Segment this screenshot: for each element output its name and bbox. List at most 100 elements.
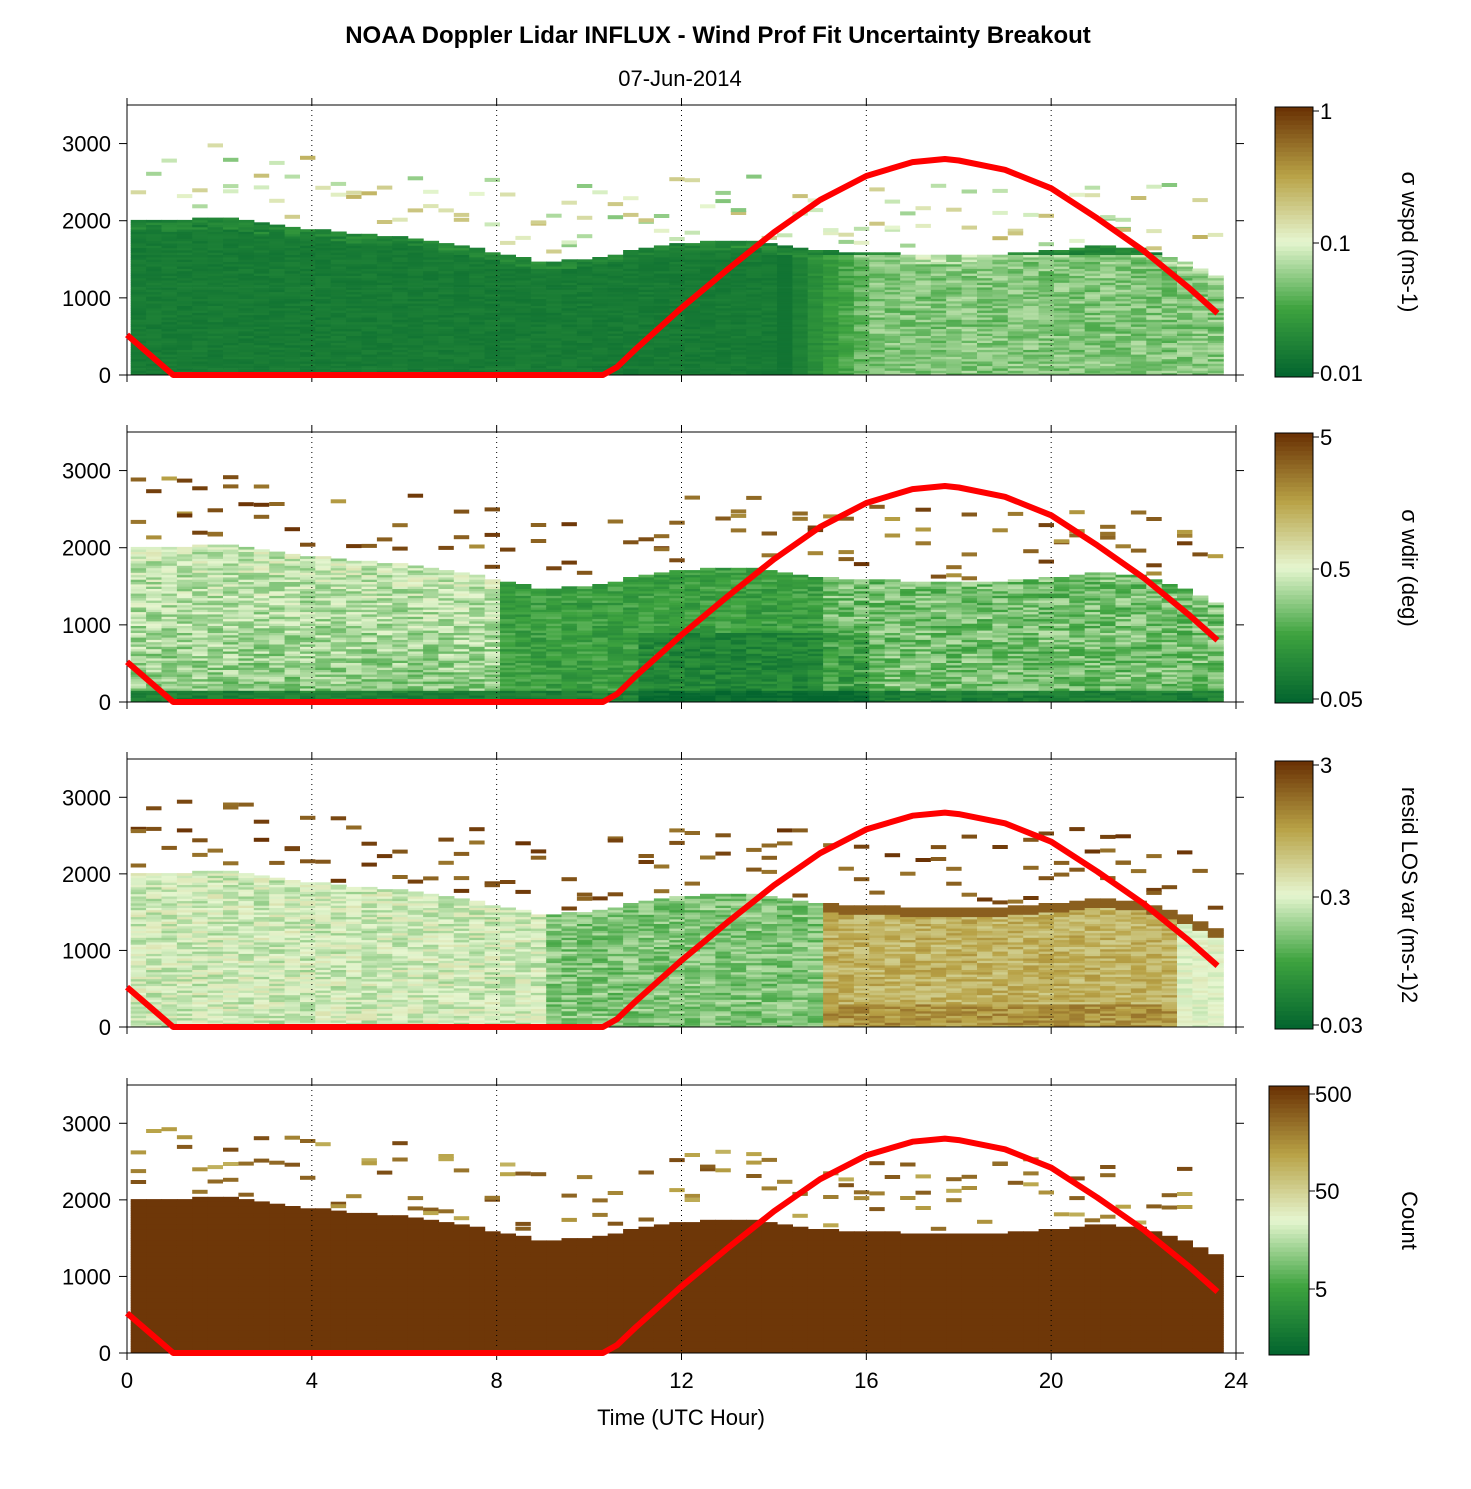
heatmap-cell: [561, 324, 578, 327]
heatmap-cell: [238, 648, 255, 652]
heatmap-cell: [176, 296, 193, 299]
heatmap-cell: [1130, 280, 1147, 283]
heatmap-cell: [146, 560, 163, 564]
heatmap-cell: [515, 259, 532, 262]
heatmap-cell: [207, 231, 224, 235]
heatmap-cell: [1130, 291, 1147, 295]
heatmap-cell: [1084, 347, 1101, 350]
heatmap-cell: [438, 349, 455, 353]
heatmap-cell: [1069, 303, 1086, 306]
heatmap-cell: [838, 340, 855, 343]
heatmap-cell: [423, 324, 440, 327]
heatmap-cell: [761, 296, 778, 299]
heatmap-cell: [192, 268, 209, 272]
heatmap-cell: [130, 243, 147, 246]
heatmap-cell: [1177, 368, 1193, 371]
heatmap-cell: [161, 611, 178, 615]
heatmap-cell: [253, 614, 270, 617]
heatmap-cell: [146, 245, 163, 249]
heatmap-cell: [161, 259, 178, 262]
heatmap-cell: [930, 298, 947, 302]
heatmap-cell: [192, 644, 209, 647]
heatmap-cell: [500, 349, 516, 353]
cloud-return: [284, 174, 300, 179]
heatmap-cell: [300, 340, 316, 343]
heatmap-cell: [515, 358, 532, 362]
heatmap-cell: [607, 298, 624, 302]
heatmap-cell: [730, 273, 747, 276]
cloud-return: [884, 199, 901, 204]
heatmap-cell: [869, 335, 886, 339]
heatmap-cell: [392, 342, 409, 346]
heatmap-cell: [361, 328, 378, 332]
heatmap-cell: [269, 354, 286, 357]
heatmap-cell: [869, 257, 886, 260]
heatmap-cell: [1069, 254, 1086, 258]
heatmap-cell: [238, 588, 255, 592]
heatmap-cell: [884, 363, 901, 367]
heatmap-cell: [1100, 275, 1117, 279]
heatmap-cell: [576, 347, 593, 350]
heatmap-cell: [669, 277, 686, 281]
heatmap-cell: [300, 245, 316, 249]
heatmap-cell: [638, 284, 655, 288]
heatmap-cell: [823, 300, 840, 304]
heatmap-cell: [130, 623, 147, 626]
heatmap-cell: [853, 259, 870, 262]
heatmap-cell: [253, 560, 270, 564]
heatmap-cell: [192, 611, 209, 615]
heatmap-cell: [669, 280, 686, 283]
heatmap-cell: [1177, 370, 1193, 374]
heatmap-cell: [269, 270, 286, 274]
heatmap-cell: [284, 268, 301, 272]
heatmap-cell: [638, 291, 655, 295]
heatmap-cell: [1038, 363, 1055, 367]
heatmap-cell: [576, 317, 593, 320]
heatmap-cell: [284, 331, 301, 334]
heatmap-cell: [1146, 282, 1163, 286]
heatmap-cell: [915, 284, 932, 288]
heatmap-cell: [300, 296, 316, 299]
heatmap-cell: [438, 275, 455, 279]
heatmap-cell: [392, 303, 409, 306]
heatmap-cell: [207, 326, 224, 330]
heatmap-cell: [161, 298, 178, 302]
heatmap-cell: [777, 245, 793, 249]
heatmap-cell: [1023, 254, 1040, 258]
heatmap-cell: [530, 270, 547, 274]
heatmap-cell: [592, 328, 609, 332]
heatmap-cell: [592, 354, 609, 357]
heatmap-cell: [407, 312, 424, 316]
heatmap-cell: [1007, 365, 1024, 369]
heatmap-cell: [838, 259, 855, 262]
heatmap-cell: [192, 245, 209, 249]
heatmap-cell: [1023, 266, 1040, 269]
cloud-return: [207, 143, 223, 148]
heatmap-cell: [669, 321, 686, 325]
cloud-return: [423, 189, 439, 194]
heatmap-cell: [715, 370, 732, 374]
heatmap-cell: [284, 586, 301, 589]
heatmap-cell: [469, 358, 486, 362]
heatmap-cell: [684, 261, 701, 265]
heatmap-cell: [700, 268, 716, 272]
heatmap-cell: [1007, 287, 1024, 290]
heatmap-cell: [330, 335, 347, 339]
heatmap-cell: [130, 618, 147, 622]
heatmap-cell: [269, 683, 286, 687]
cloud-return: [576, 215, 593, 220]
heatmap-cell: [192, 544, 209, 548]
heatmap-cell: [746, 319, 763, 323]
heatmap-cell: [992, 356, 1009, 360]
heatmap-cell: [269, 602, 286, 606]
heatmap-cell: [823, 368, 840, 371]
heatmap-cell: [761, 263, 778, 267]
heatmap-cell: [161, 581, 178, 585]
heatmap-cell: [807, 326, 824, 330]
heatmap-cell: [730, 291, 747, 295]
heatmap-cell: [223, 584, 239, 587]
heatmap-cell: [253, 563, 270, 566]
heatmap-cell: [253, 342, 270, 346]
heatmap-cell: [238, 226, 255, 230]
heatmap-cell: [146, 641, 163, 645]
